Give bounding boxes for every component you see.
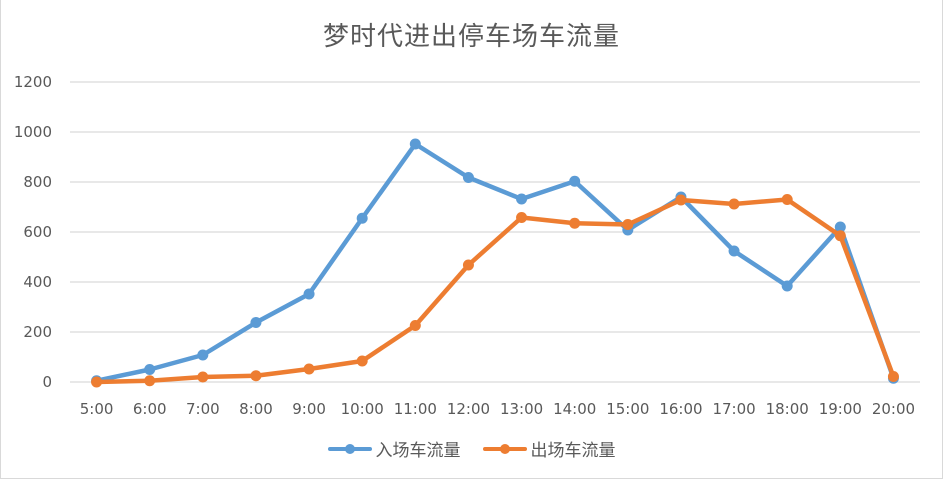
x-tick-label: 16:00 <box>659 400 702 418</box>
x-tick-label: 17:00 <box>712 400 755 418</box>
series-line <box>94 141 896 383</box>
y-tick-label: 800 <box>23 173 52 191</box>
x-tick-label: 5:00 <box>80 400 114 418</box>
legend-item-exit[interactable]: 出场车流量 <box>482 436 616 461</box>
data-series <box>91 138 899 388</box>
data-point-marker[interactable] <box>144 375 156 387</box>
legend-item-entry[interactable]: 入场车流量 <box>327 436 461 461</box>
data-point-marker[interactable] <box>356 355 368 367</box>
y-tick-label: 400 <box>23 273 52 291</box>
data-point-marker[interactable] <box>728 198 740 210</box>
y-axis-labels: 0 200 400 600 800 1000 1200 <box>14 73 52 391</box>
data-point-marker[interactable] <box>834 230 846 242</box>
data-point-marker[interactable] <box>781 194 793 205</box>
data-point-marker[interactable] <box>516 212 528 223</box>
data-point-marker[interactable] <box>303 288 315 300</box>
data-point-marker[interactable] <box>356 212 368 224</box>
x-tick-label: 9:00 <box>292 400 326 418</box>
y-tick-label: 0 <box>42 373 52 391</box>
chart-title: 梦时代进出停车场车流量 <box>322 22 620 52</box>
data-point-marker[interactable] <box>622 219 634 230</box>
data-point-marker[interactable] <box>197 371 209 383</box>
data-point-marker[interactable] <box>303 363 315 375</box>
data-point-marker[interactable] <box>834 221 846 233</box>
y-tick-label: 1200 <box>14 73 52 91</box>
data-point-marker[interactable] <box>675 194 687 206</box>
x-tick-label: 15:00 <box>606 400 649 418</box>
gridlines <box>70 81 920 383</box>
series-exit-flow <box>91 194 899 388</box>
data-point-marker[interactable] <box>250 370 262 382</box>
x-tick-label: 20:00 <box>872 400 915 418</box>
x-tick-label: 6:00 <box>133 400 167 418</box>
legend-line-marker-icon <box>327 439 372 459</box>
x-tick-label: 10:00 <box>341 400 384 418</box>
x-tick-label: 7:00 <box>186 400 220 418</box>
series-line <box>94 197 896 385</box>
data-point-marker[interactable] <box>569 217 581 229</box>
x-tick-label: 11:00 <box>394 400 437 418</box>
data-point-marker[interactable] <box>409 138 421 150</box>
data-point-marker[interactable] <box>462 259 474 271</box>
data-point-marker[interactable] <box>144 364 156 375</box>
series-entry-flow <box>91 138 899 387</box>
legend-label: 入场车流量 <box>375 441 461 461</box>
x-tick-label: 18:00 <box>766 400 809 418</box>
data-point-marker[interactable] <box>781 280 793 292</box>
x-tick-label: 19:00 <box>819 400 862 418</box>
legend: 入场车流量 出场车流量 <box>0 436 943 461</box>
data-point-marker[interactable] <box>462 172 474 183</box>
data-point-marker[interactable] <box>91 376 103 388</box>
legend-line-marker-icon <box>482 439 527 459</box>
legend-dot-icon <box>499 443 510 454</box>
data-point-marker[interactable] <box>250 317 262 328</box>
x-tick-label: 13:00 <box>500 400 543 418</box>
x-tick-label: 14:00 <box>553 400 596 418</box>
y-tick-label: 600 <box>23 223 52 241</box>
data-point-marker[interactable] <box>409 320 421 331</box>
y-tick-label: 200 <box>23 323 52 341</box>
data-point-marker[interactable] <box>728 245 740 257</box>
x-tick-label: 12:00 <box>447 400 490 418</box>
data-point-marker[interactable] <box>516 193 528 205</box>
data-point-marker[interactable] <box>197 349 209 361</box>
y-tick-label: 1000 <box>14 123 52 141</box>
x-axis-labels: 5:00 6:00 7:00 8:00 9:00 10:00 11:00 12:00 13:00… <box>80 400 915 418</box>
legend-label: 出场车流量 <box>530 441 616 461</box>
data-point-marker[interactable] <box>887 371 899 382</box>
x-tick-label: 8:00 <box>239 400 273 418</box>
data-point-marker[interactable] <box>569 175 581 187</box>
legend-dot-icon <box>344 443 355 454</box>
